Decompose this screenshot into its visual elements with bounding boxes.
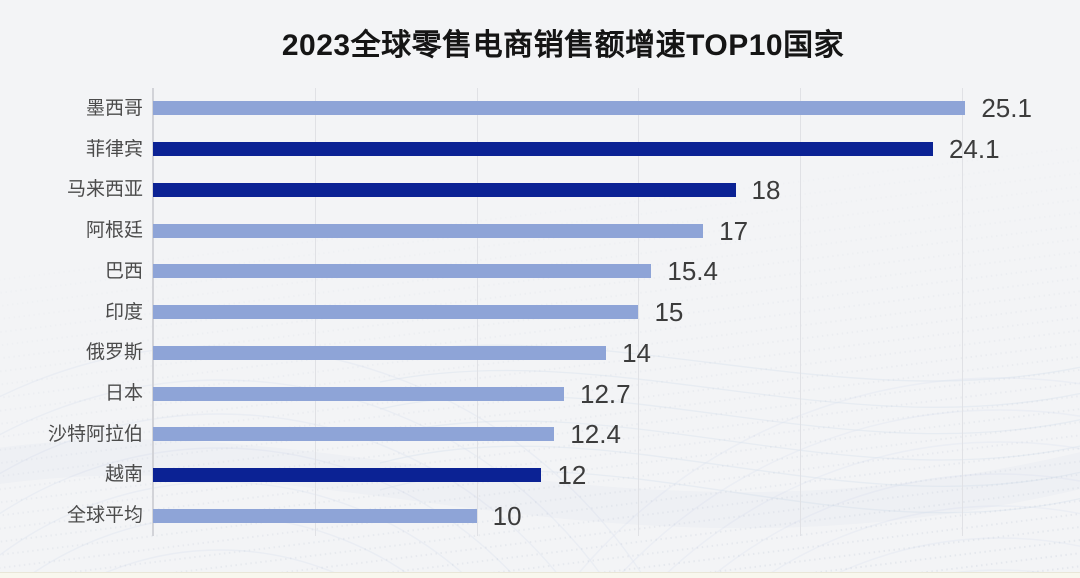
bar-row: 墨西哥 25.1 — [0, 88, 1043, 129]
bar — [153, 142, 933, 157]
category-label: 马来西亚 — [66, 179, 143, 201]
bar — [153, 345, 607, 360]
value-label: 12.7 — [580, 378, 631, 409]
category-label: 俄罗斯 — [85, 342, 143, 364]
category-label: 日本 — [104, 383, 143, 404]
category-label: 巴西 — [104, 260, 143, 282]
value-label: 15 — [654, 297, 684, 328]
bar-row: 印度 15 — [0, 292, 1043, 333]
bar-track: 15.4 — [153, 258, 1043, 284]
category-label: 越南 — [104, 464, 143, 486]
category-label: 全球平均 — [66, 505, 143, 527]
bar-track: 12.4 — [153, 421, 1043, 447]
bar-track: 14 — [153, 340, 1043, 366]
value-label: 12 — [557, 459, 587, 490]
bar-row: 阿根廷 17 — [0, 210, 1043, 251]
bar-row: 沙特阿拉伯 12.4 — [0, 414, 1043, 455]
bar — [153, 467, 542, 482]
value-label: 10 — [492, 500, 522, 531]
bar-track: 17 — [153, 218, 1043, 244]
category-label: 沙特阿拉伯 — [47, 423, 143, 445]
bar-track: 10 — [153, 503, 1043, 529]
category-label: 菲律宾 — [85, 138, 143, 160]
bar-row: 越南 12 — [0, 455, 1043, 496]
bar-track: 12.7 — [153, 381, 1043, 407]
gridline — [638, 88, 640, 536]
value-label: 25.1 — [981, 93, 1032, 124]
bar-row: 全球平均 10 — [0, 495, 1043, 536]
category-label: 阿根廷 — [85, 220, 143, 242]
bar-row: 巴西 15.4 — [0, 251, 1043, 292]
bar-row: 日本 12.7 — [0, 373, 1043, 414]
bar — [153, 427, 555, 442]
bar — [153, 223, 704, 238]
value-label: 24.1 — [948, 134, 1000, 165]
bar — [153, 182, 736, 197]
value-label: 14 — [622, 337, 651, 368]
bar — [153, 305, 639, 320]
category-label: 墨西哥 — [85, 97, 143, 119]
bar-row: 马来西亚 18 — [0, 169, 1043, 210]
bar-track: 24.1 — [153, 136, 1043, 162]
value-label: 15.4 — [667, 256, 718, 287]
value-label: 17 — [719, 215, 749, 246]
bar-row: 俄罗斯 14 — [0, 332, 1043, 373]
bar-track: 18 — [153, 177, 1043, 203]
gridline — [962, 88, 964, 536]
bar-row: 菲律宾 24.1 — [0, 129, 1043, 170]
bar-rows: 墨西哥 25.1 菲律宾 24.1 马来西亚 18 阿根廷 17 巴西 15.4 — [0, 88, 1043, 536]
gridline — [800, 88, 802, 536]
value-label: 12.4 — [570, 419, 621, 450]
bar — [153, 264, 652, 279]
bar — [153, 508, 477, 523]
category-label: 印度 — [104, 301, 143, 323]
bar-track: 25.1 — [153, 95, 1043, 121]
bottom-edge-strip — [0, 572, 1080, 578]
bar-track: 15 — [153, 299, 1043, 325]
chart-title: 2023全球零售电商销售额增速TOP10国家 — [281, 29, 845, 62]
bar — [153, 386, 565, 401]
bar-track: 12 — [153, 462, 1043, 488]
bar — [153, 101, 966, 116]
value-label: 18 — [751, 174, 781, 205]
